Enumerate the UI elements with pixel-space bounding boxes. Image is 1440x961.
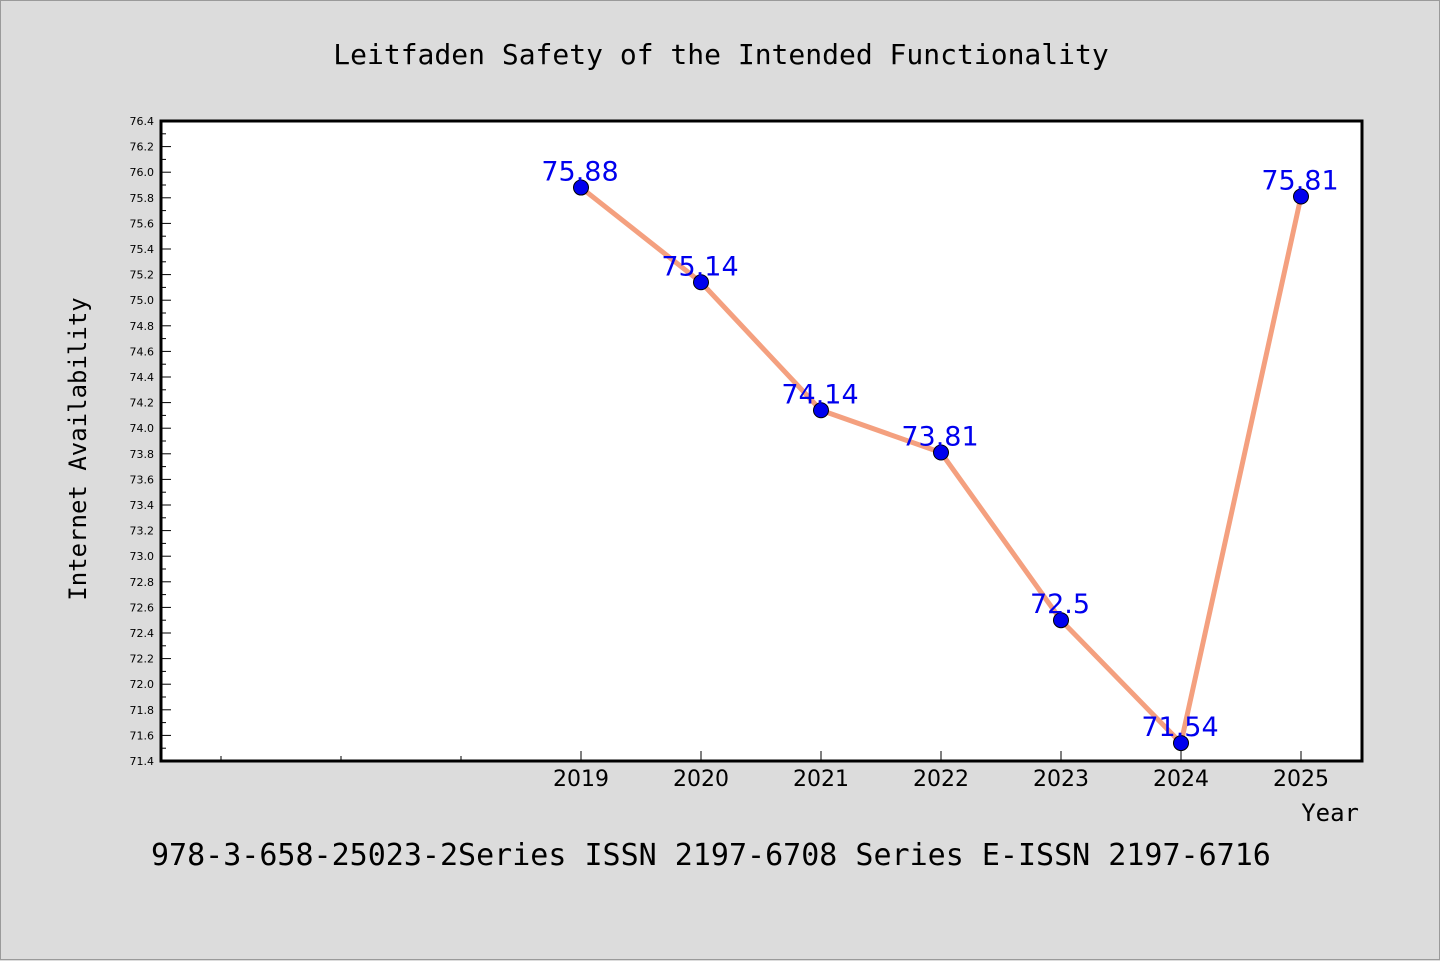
data-point [1293, 188, 1309, 205]
y-tick-label: 74.4 [130, 371, 155, 384]
y-tick-label: 72.6 [130, 601, 155, 614]
y-tick-label: 72.4 [130, 627, 155, 640]
plot-area [159, 119, 1364, 763]
data-label: 75.88 [541, 157, 618, 188]
data-label: 75.14 [661, 251, 738, 282]
y-tick-label: 74.2 [130, 397, 155, 410]
y-tick-label: 76.4 [130, 115, 155, 128]
data-label: 75.81 [1261, 166, 1338, 197]
y-tick-label: 74.6 [130, 345, 155, 358]
data-point [813, 402, 829, 419]
x-tick-label: 2019 [553, 767, 609, 792]
y-tick-label: 73.0 [130, 550, 155, 563]
x-axis: 2019 2020 2021 2022 2023 2024 2025 [220, 751, 1329, 792]
y-tick-label: 75.0 [130, 294, 155, 307]
y-tick-label: 73.8 [130, 448, 155, 461]
y-tick-label: 72.0 [130, 678, 155, 691]
y-tick-label: 72.2 [130, 653, 155, 666]
data-label: 73.81 [901, 422, 978, 453]
data-label: 74.14 [781, 379, 858, 410]
y-tick-label: 75.4 [130, 243, 155, 256]
y-tick-label: 72.8 [130, 576, 155, 589]
data-point [573, 179, 589, 196]
x-tick-label: 2024 [1153, 767, 1209, 792]
data-point [933, 444, 949, 461]
y-axis-label: Internet Availability [64, 297, 92, 600]
y-tick-label: 71.6 [130, 729, 155, 742]
y-tick-label: 73.6 [130, 473, 155, 486]
x-axis-label: Year [1301, 799, 1359, 827]
y-tick-label: 76.0 [130, 166, 155, 179]
series-line: 75.88 75.14 74.14 73.81 72.5 71.54 75.81 [541, 157, 1339, 752]
footer-text: 978-3-658-25023-2Series ISSN 2197-6708 S… [151, 838, 1271, 873]
y-axis: 71.4 71.6 71.8 72.0 72.2 72.4 72.6 72.8 73.0 73.2… [130, 115, 171, 768]
data-label: 72.5 [1030, 589, 1090, 620]
y-tick-label: 74.8 [130, 320, 155, 333]
data-point [1053, 612, 1069, 629]
y-tick-label: 74.0 [130, 422, 155, 435]
x-tick-label: 2023 [1033, 767, 1089, 792]
x-tick-label: 2020 [673, 767, 729, 792]
data-label: 71.54 [1141, 712, 1218, 743]
y-tick-label: 75.8 [130, 192, 155, 205]
data-point [693, 274, 709, 291]
y-tick-label: 71.4 [130, 755, 155, 768]
y-tick-label: 75.6 [130, 217, 155, 230]
y-tick-label: 73.2 [130, 525, 155, 538]
y-tick-label: 71.8 [130, 704, 155, 717]
x-tick-label: 2022 [913, 767, 969, 792]
x-tick-label: 2021 [793, 767, 849, 792]
y-tick-label: 75.2 [130, 269, 155, 282]
x-tick-label: 2025 [1273, 767, 1329, 792]
y-tick-label: 73.4 [130, 499, 155, 512]
y-tick-label: 76.2 [130, 141, 155, 154]
chart-title: Leitfaden Safety of the Intended Functio… [333, 38, 1108, 71]
data-point [1173, 735, 1189, 752]
